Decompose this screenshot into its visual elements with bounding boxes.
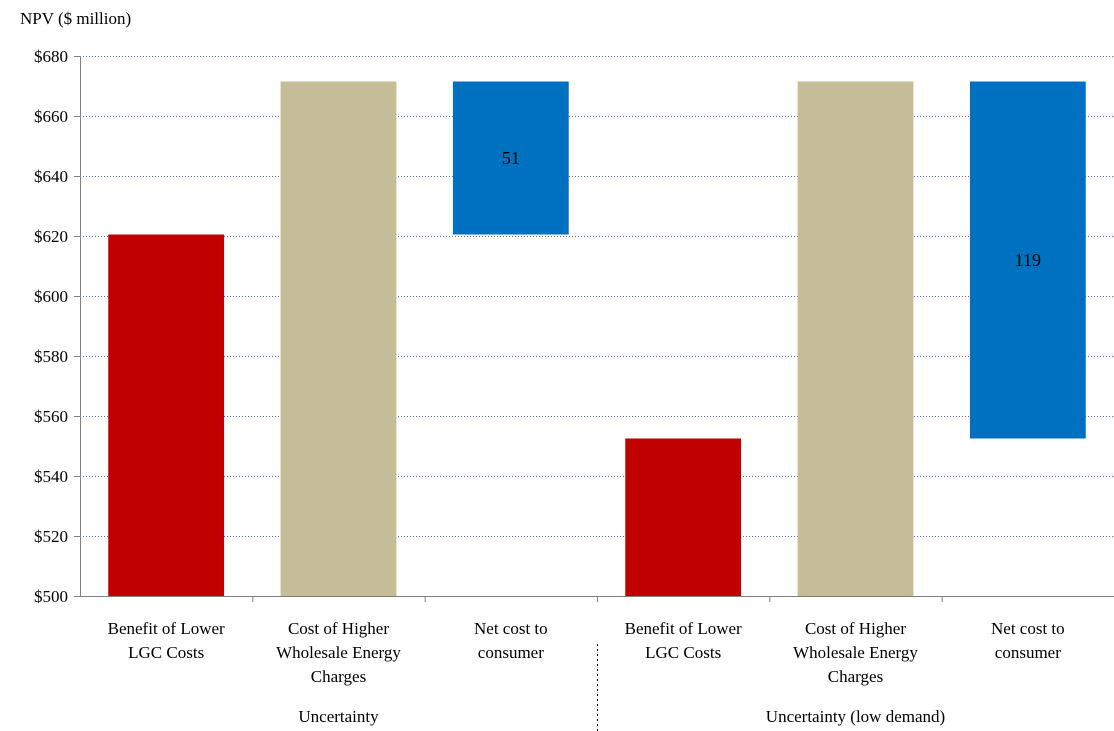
category-label: Wholesale Energy [793,643,918,662]
category-label: LGC Costs [645,643,721,662]
y-tick-label: $540 [34,467,68,486]
y-tick-label: $580 [34,347,68,366]
y-tick-label: $640 [34,167,68,186]
bar [625,438,742,596]
data-label: 51 [502,148,520,168]
category-label: Net cost to [474,619,548,638]
category-label: Benefit of Lower [108,619,225,638]
labels: $500 $520 $540 $560 $580 $600 $620 $640 $660 $680… [34,47,1065,726]
category-label: Cost of Higher [805,619,906,638]
category-label: Wholesale Energy [276,643,401,662]
bar [797,81,914,596]
bar [452,81,569,235]
category-label: Charges [311,667,366,686]
y-tick-label: $560 [34,407,68,426]
category-label: LGC Costs [128,643,204,662]
category-label: Cost of Higher [288,619,389,638]
bar [280,81,397,596]
group-label: Uncertainty (low demand) [766,707,945,726]
category-label: consumer [478,643,544,662]
category-label: Charges [828,667,883,686]
axes [74,56,1114,731]
category-label: Net cost to [991,619,1065,638]
y-tick-label: $520 [34,527,68,546]
y-tick-label: $500 [34,587,68,606]
y-tick-label: $660 [34,107,68,126]
y-axis-label: NPV ($ million) [20,9,131,28]
y-tick-label: $600 [34,287,68,306]
bar [969,81,1086,439]
category-label: Benefit of Lower [625,619,742,638]
category-label: consumer [995,643,1061,662]
group-label: Uncertainty [298,707,379,726]
gridlines [80,56,1114,537]
bars [108,81,1086,596]
y-tick-label: $620 [34,227,68,246]
y-tick-label: $680 [34,47,68,66]
bar [108,234,225,596]
data-label: 119 [1015,250,1041,270]
